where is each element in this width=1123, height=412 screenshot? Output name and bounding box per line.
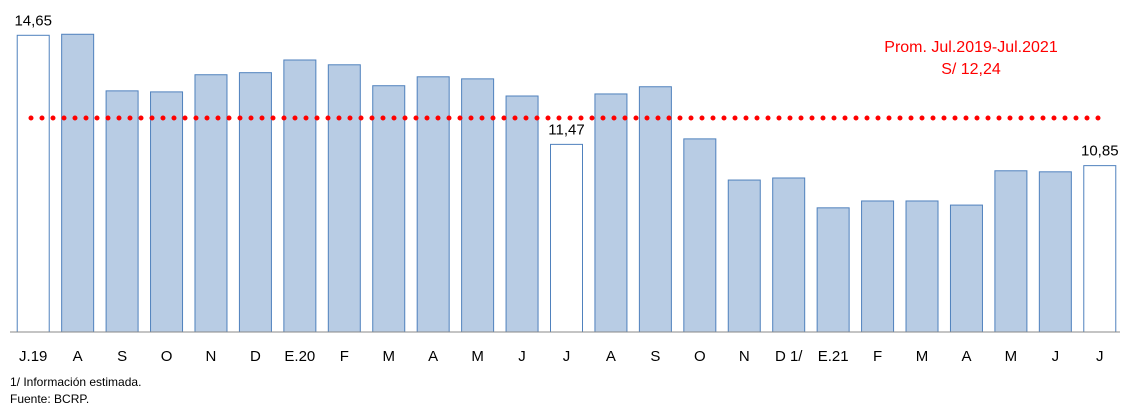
bar [238, 72, 272, 333]
source: Fuente: BCRP. [10, 392, 89, 406]
x-tick-label: O [161, 348, 173, 365]
bar [816, 207, 850, 333]
bar [194, 74, 228, 333]
bar [16, 34, 50, 333]
reference-value-label: S/ 12,24 [941, 61, 1001, 78]
bar [772, 177, 806, 333]
x-tick-label: J [1052, 348, 1060, 365]
x-tick-label: N [206, 348, 217, 365]
x-tick-label: S [650, 348, 660, 365]
bar [949, 204, 983, 333]
x-tick-label: M [471, 348, 484, 365]
x-tick-label: A [73, 348, 83, 365]
x-tick-label: A [428, 348, 438, 365]
bar [505, 95, 539, 333]
x-tick-label: E.20 [284, 348, 315, 365]
bar [283, 59, 317, 333]
x-tick-label: J.19 [19, 348, 47, 365]
bar [905, 200, 939, 333]
x-tick-label: F [340, 348, 349, 365]
footnote: 1/ Información estimada. [10, 375, 141, 389]
bar [727, 179, 761, 333]
x-tick-label: A [606, 348, 616, 365]
x-tick-label: A [961, 348, 971, 365]
bar [61, 33, 95, 333]
x-tick-label: O [694, 348, 706, 365]
bar [461, 78, 495, 333]
x-tick-label: J [518, 348, 526, 365]
bar [327, 64, 361, 333]
bar [550, 143, 583, 333]
x-tick-label: D [250, 348, 261, 365]
x-tick-label: E.21 [818, 348, 849, 365]
bar [372, 85, 406, 333]
value-label: 11,47 [548, 121, 584, 138]
bar [1083, 165, 1117, 333]
bar [150, 91, 184, 333]
bar [861, 200, 895, 333]
x-tick-label: S [117, 348, 127, 365]
value-label: 10,85 [1081, 143, 1119, 160]
bar [1038, 171, 1072, 333]
x-tick-label: J [563, 348, 571, 365]
value-label: 14,65 [14, 12, 52, 29]
x-tick-label: F [873, 348, 882, 365]
bar [994, 170, 1028, 333]
bar [105, 90, 139, 333]
bar [683, 138, 717, 333]
x-tick-label: M [1005, 348, 1018, 365]
x-tick-label: J [1096, 348, 1104, 365]
x-tick-label: M [916, 348, 929, 365]
bar [416, 76, 450, 333]
x-tick-label: D 1/ [775, 348, 803, 365]
bar [594, 93, 628, 333]
bar [638, 86, 672, 333]
x-tick-label: M [382, 348, 395, 365]
reference-label: Prom. Jul.2019-Jul.2021 [884, 39, 1058, 56]
x-tick-label: N [739, 348, 750, 365]
